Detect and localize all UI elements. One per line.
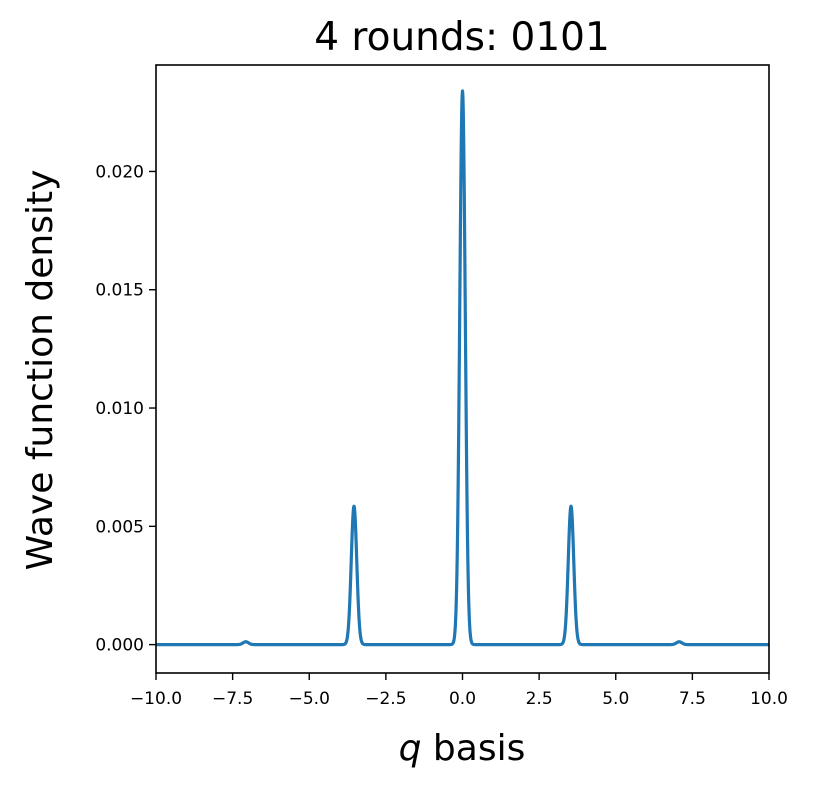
chart-title: 4 rounds: 0101 [314, 15, 610, 60]
x-tick-label: −2.5 [365, 689, 406, 709]
y-tick-label: 0.010 [95, 399, 144, 419]
x-axis-title: q basis [399, 728, 526, 769]
series-layer [156, 89, 769, 647]
x-axis-label-rest: basis [421, 728, 525, 769]
x-axis-variable: q [399, 728, 422, 769]
x-axis-ticks: −10.0 −7.5 −5.0 −2.5 0.0 2.5 5.0 7.5 10.0 [130, 673, 788, 709]
x-tick-label: 10.0 [750, 689, 788, 709]
x-tick-label: 7.5 [679, 689, 706, 709]
x-tick-label: 5.0 [602, 689, 629, 709]
y-axis-ticks: 0.000 0.005 0.010 0.015 0.020 [95, 162, 156, 656]
y-tick-label: 0.020 [95, 162, 144, 182]
y-axis-title: Wave function density [20, 170, 61, 571]
x-tick-label: −10.0 [130, 689, 182, 709]
y-tick-label: 0.000 [95, 636, 144, 656]
x-tick-label: −5.0 [289, 689, 330, 709]
x-tick-label: 0.0 [449, 689, 476, 709]
x-tick-label: −7.5 [212, 689, 253, 709]
series-line-0 [156, 89, 769, 647]
y-tick-label: 0.005 [95, 517, 144, 537]
x-tick-label: 2.5 [526, 689, 553, 709]
y-tick-label: 0.015 [95, 281, 144, 301]
